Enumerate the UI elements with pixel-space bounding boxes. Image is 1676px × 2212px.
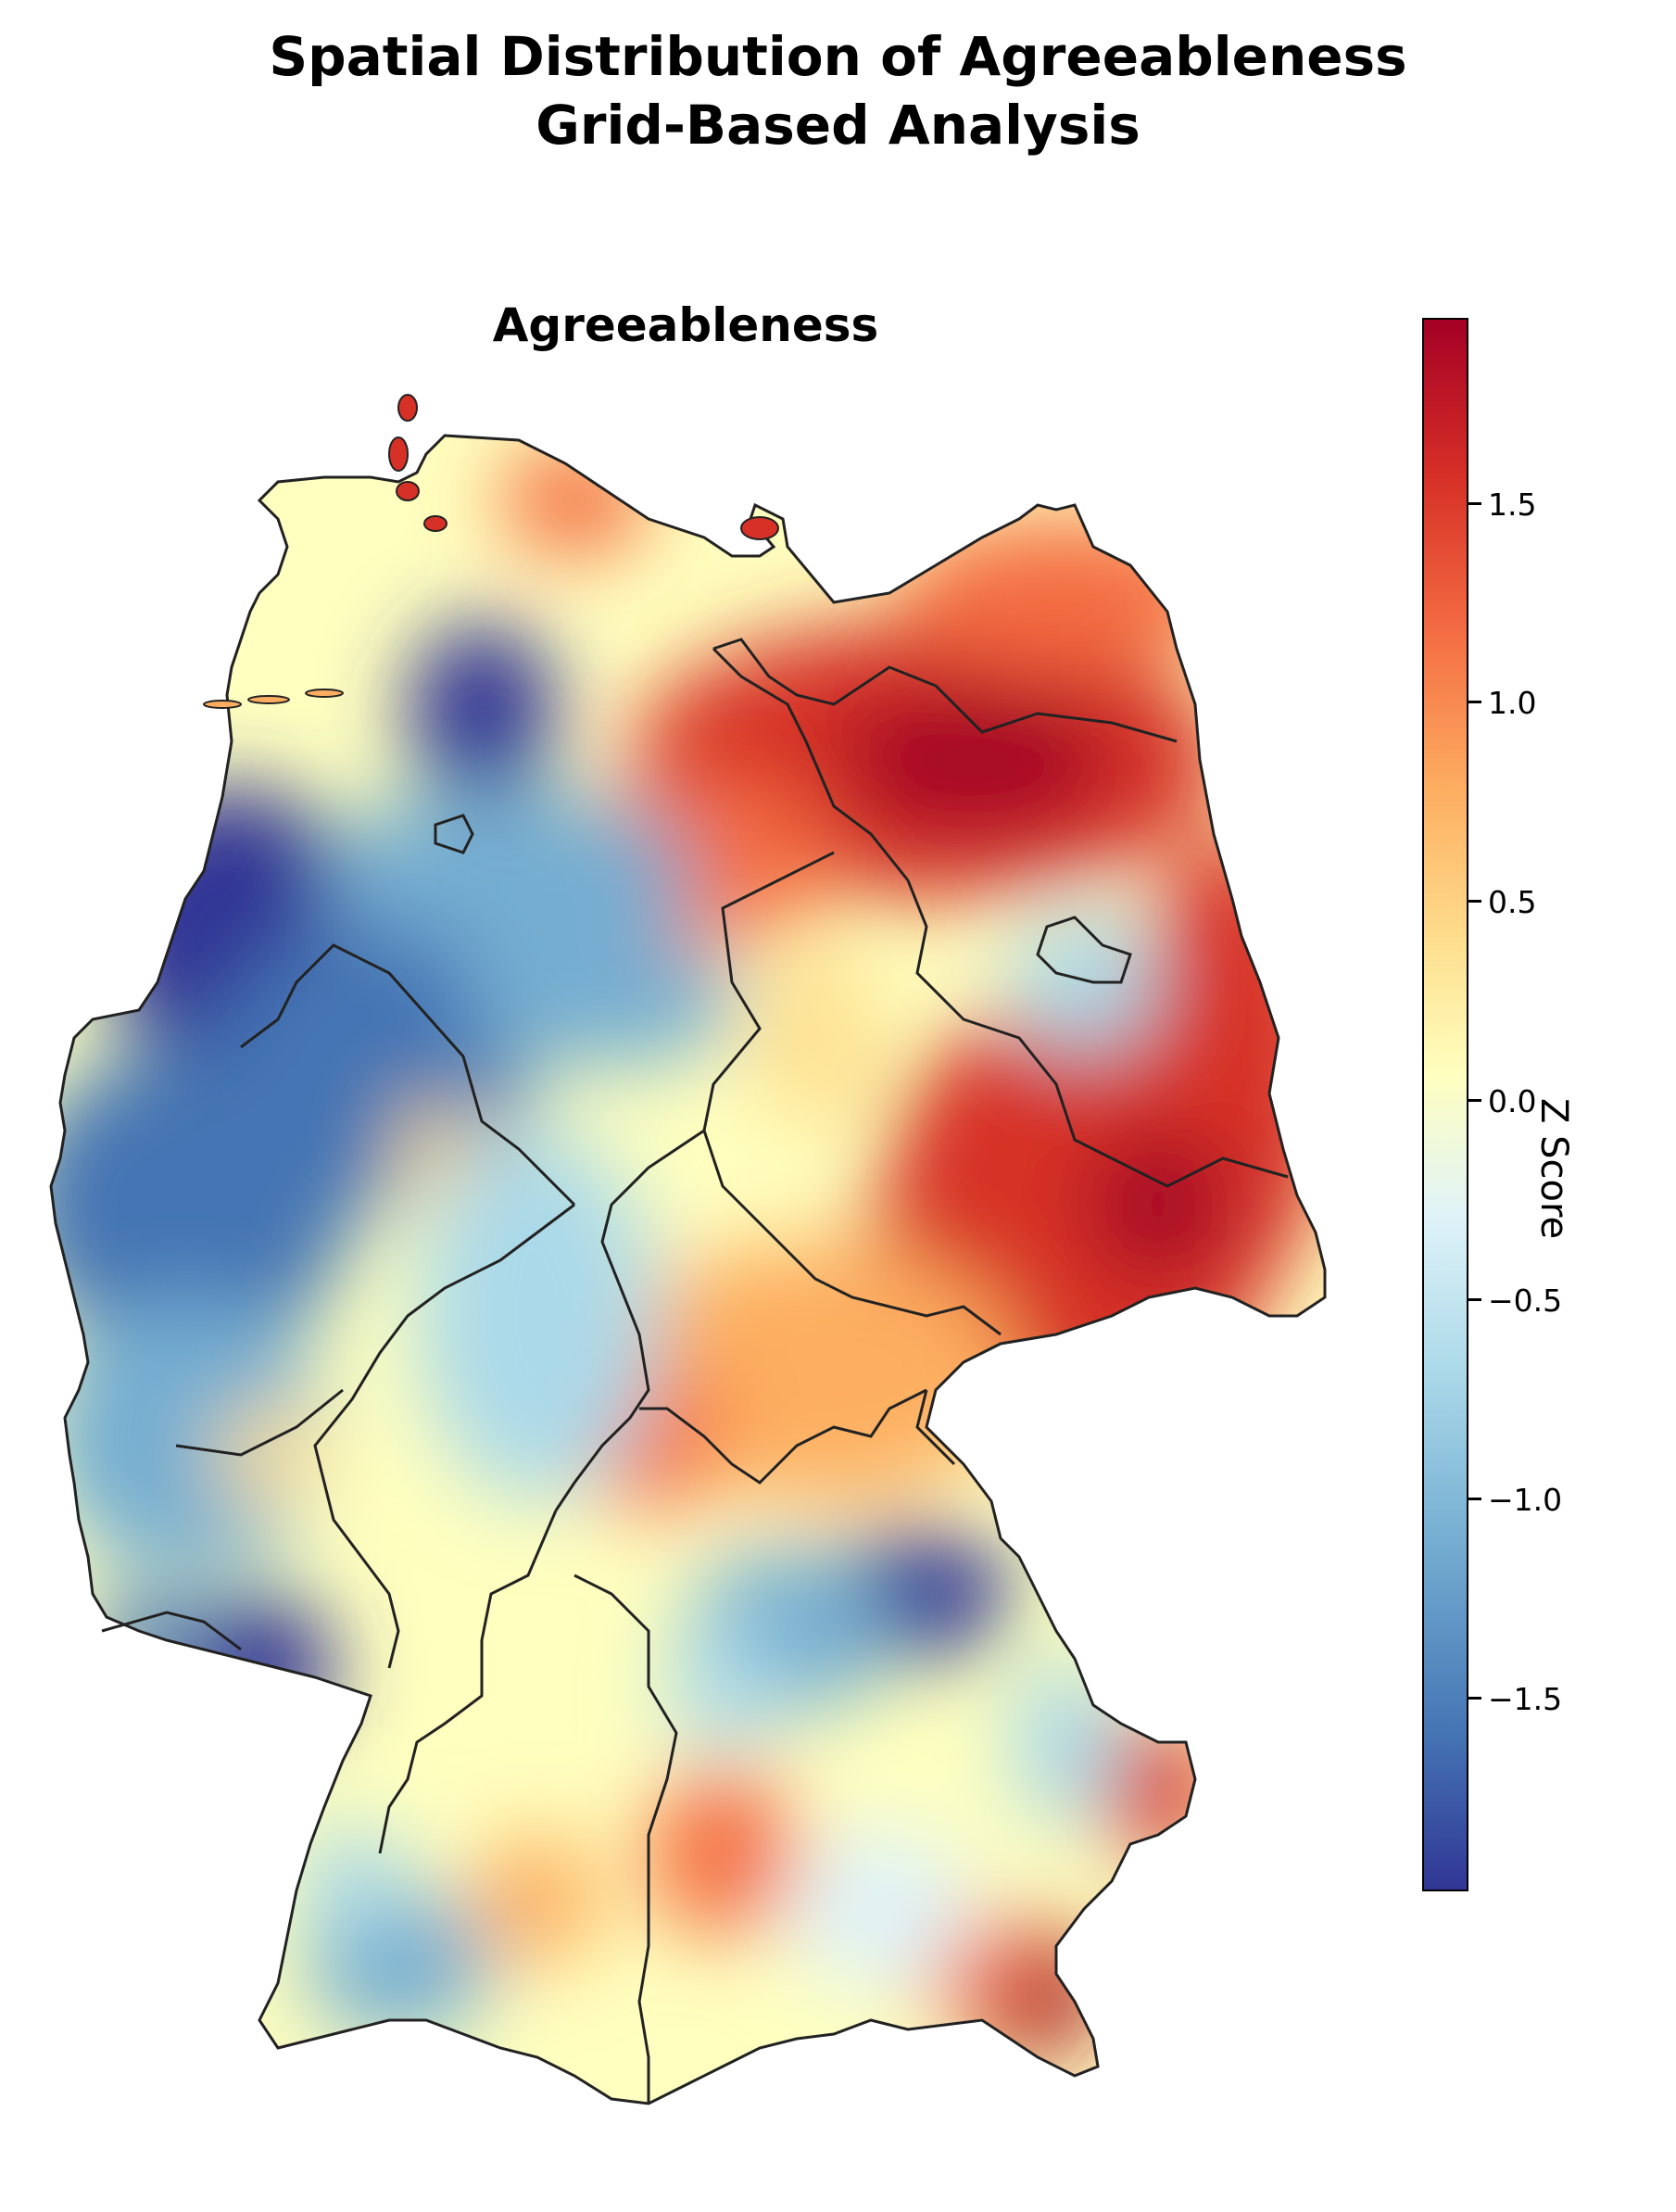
colorbar-tick-label: −1.0 <box>1488 1482 1563 1518</box>
colorbar-tick-label: 1.5 <box>1488 487 1537 523</box>
colorbar-label: Z Score <box>1532 1098 1575 1240</box>
colorbar-tick <box>1468 502 1481 505</box>
colorbar-tick <box>1468 701 1481 703</box>
colorbar-tick <box>1468 900 1481 903</box>
colorbar-tick <box>1468 1498 1481 1500</box>
colorbar-tick <box>1468 1697 1481 1700</box>
berlin-border <box>1036 916 1132 984</box>
colorbar-tick <box>1468 1298 1481 1301</box>
north-frisian-islands <box>388 394 779 540</box>
colorbar <box>1422 318 1468 1891</box>
panel-title: Agreeableness <box>492 298 879 352</box>
east-frisian-islands <box>203 689 344 709</box>
colorbar-tick <box>1468 1099 1481 1102</box>
figure-title-line1: Spatial Distribution of Agreeableness <box>269 25 1407 88</box>
colorbar-tick-label: 0.0 <box>1488 1083 1537 1119</box>
colorbar-tick-label: −0.5 <box>1488 1283 1563 1319</box>
colorbar-tick-label: −1.5 <box>1488 1681 1563 1717</box>
colorbar-tick-label: 0.5 <box>1488 884 1537 920</box>
figure-title-line2: Grid-Based Analysis <box>536 94 1140 157</box>
colorbar-tick-label: 1.0 <box>1488 685 1537 721</box>
bremen-border <box>434 814 474 854</box>
state-borders <box>49 434 1327 2105</box>
